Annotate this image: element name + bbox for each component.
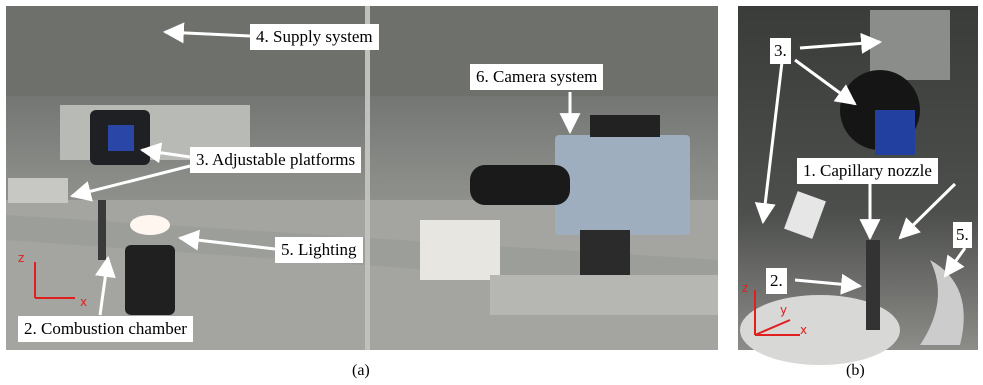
caption: (b) (846, 362, 865, 380)
annotation: 5. (953, 222, 972, 248)
annotation: 1. Capillary nozzle (797, 158, 938, 184)
photo-a (6, 6, 718, 350)
axis-label: z (742, 281, 748, 295)
axis-label: x (80, 295, 87, 309)
annotation: 2. (766, 268, 787, 294)
axis-label: z (18, 251, 24, 265)
annotation: 5. Lighting (275, 237, 363, 263)
figure: z x z y x 4. Supply system 6. Camera sys… (0, 0, 983, 385)
annotation: 4. Supply system (250, 24, 379, 50)
annotation: 3. Adjustable platforms (190, 147, 361, 173)
annotation: 6. Camera system (470, 64, 603, 90)
axis-label: y (780, 303, 787, 317)
annotation: 3. (770, 38, 791, 64)
annotation: 2. Combustion chamber (18, 316, 193, 342)
axis-label: x (800, 323, 807, 337)
caption: (a) (352, 362, 370, 380)
